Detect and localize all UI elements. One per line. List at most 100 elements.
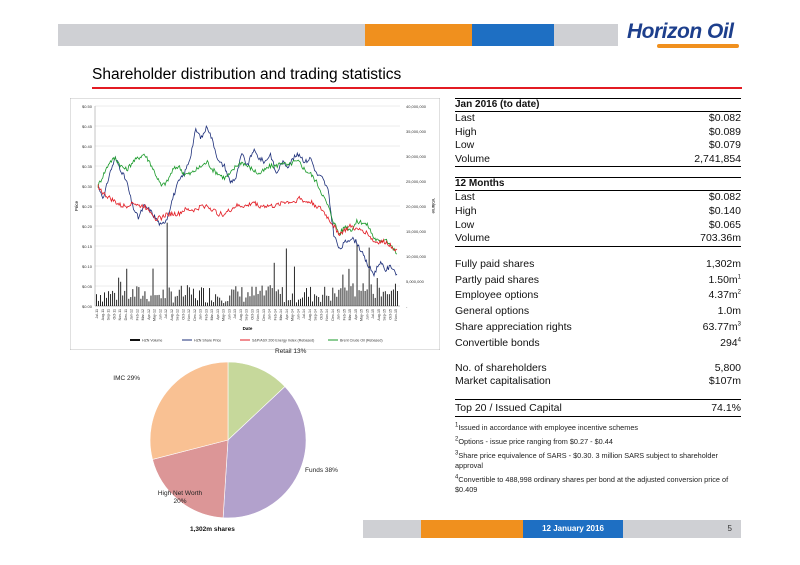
footnote-ref: 1 <box>737 274 741 281</box>
x-tick: Mar-15 <box>348 309 352 320</box>
x-tick: Jul-12 <box>164 309 168 319</box>
footer-bar-grey <box>363 520 421 538</box>
volume-bar <box>190 294 192 306</box>
volume-bar <box>215 294 217 306</box>
pie-slice <box>222 386 307 519</box>
footnote: 3Share price equivalence of SARS - $0.30… <box>455 450 741 471</box>
footnote: 4Convertible to 488,998 ordinary shares … <box>455 474 741 495</box>
x-tick: Nov-13 <box>256 309 260 321</box>
volume-bar <box>100 295 101 306</box>
capital-label: Share appreciation rights <box>455 320 572 333</box>
capital-value: 1.50m1 <box>708 273 741 289</box>
12-months-heading: 12 Months <box>455 178 505 190</box>
volume-bar <box>170 291 172 306</box>
volume-bar <box>388 294 390 306</box>
volume-bar <box>304 292 305 306</box>
volume-bar <box>344 287 346 306</box>
volume-bar <box>334 293 336 306</box>
volume-bar <box>374 297 376 306</box>
volume-bar <box>138 287 140 306</box>
volume-bar <box>376 278 378 306</box>
footnote-marker: 3 <box>455 450 459 457</box>
x-tick: Dec-11 <box>124 309 128 320</box>
volume-bar <box>285 248 287 306</box>
volume-bar <box>223 302 225 306</box>
footnote: 1Issued in accordance with employee ince… <box>455 422 741 433</box>
x-tick: Jan-14 <box>268 309 272 320</box>
volume-bar <box>370 284 372 306</box>
volume-bar <box>330 300 332 306</box>
y-left-tick: $0.50 <box>82 104 93 109</box>
volume-bar <box>291 293 293 306</box>
stat-label: High <box>455 125 477 138</box>
volume-bar <box>390 290 392 306</box>
x-tick: Nov-11 <box>118 309 122 320</box>
stat-value: 2,741,854 <box>694 152 741 165</box>
x-tick: Nov-15 <box>394 309 398 321</box>
volume-bar <box>140 298 142 306</box>
volume-bar <box>194 298 196 306</box>
volume-bar <box>324 286 326 306</box>
volume-bar <box>277 289 279 306</box>
x-tick: Feb-13 <box>204 309 208 320</box>
volume-bar <box>152 268 154 306</box>
footer-color-bar <box>363 520 741 538</box>
volume-bar <box>289 299 291 306</box>
x-tick: Feb-14 <box>273 309 277 320</box>
y-right-label: Volume <box>431 198 436 214</box>
capital-row: Convertible bonds 2944 <box>455 336 741 352</box>
series-line-brent-crude-oil-rebased- <box>97 153 398 255</box>
volume-bar <box>118 277 120 306</box>
x-tick: Aug-11 <box>101 309 105 320</box>
volume-bar <box>166 222 168 306</box>
capital-label: General options <box>455 305 530 318</box>
x-tick: Aug-12 <box>170 309 174 321</box>
y-left-tick: $0.30 <box>82 184 93 189</box>
x-tick: Apr-15 <box>354 309 358 320</box>
top20-row: Top 20 / Issued Capital 74.1% <box>455 400 741 416</box>
logo-swoosh <box>657 44 739 48</box>
volume-bar <box>259 290 261 306</box>
footnotes: 1Issued in accordance with employee ince… <box>455 422 741 495</box>
x-tick: Jul-13 <box>233 309 237 319</box>
top20-label: Top 20 / Issued Capital <box>455 401 562 414</box>
x-tick: Oct-11 <box>112 309 116 320</box>
y-right-tick: 5,000,000 <box>406 279 425 284</box>
x-tick: Jan-15 <box>337 309 341 320</box>
volume-bar <box>372 293 374 306</box>
volume-bar <box>302 297 303 306</box>
x-tick: May-14 <box>291 309 295 321</box>
volume-bar <box>114 292 116 306</box>
x-tick: Sep-14 <box>314 309 318 321</box>
volume-bar <box>178 289 180 306</box>
volume-bar <box>126 268 128 306</box>
volume-bar <box>273 262 275 306</box>
pie-label: Retail 13% <box>275 348 307 355</box>
volume-bar <box>98 300 99 306</box>
x-tick: Nov-12 <box>187 309 191 321</box>
capital-label: Partly paid shares <box>455 273 540 286</box>
pie-title: 1,302m shares <box>190 526 235 533</box>
pie-slice <box>149 361 229 460</box>
footnote-marker: 2 <box>455 436 459 443</box>
footnote-text: Issued in accordance with employee incen… <box>458 422 639 432</box>
holder-label: No. of shareholders <box>455 361 547 374</box>
x-tick: Jul-11 <box>95 309 99 319</box>
footnote-marker: 4 <box>455 474 459 481</box>
stat-row: Low $0.079 <box>455 139 741 153</box>
volume-bar <box>245 297 247 306</box>
y-left-tick: $0.45 <box>82 124 93 129</box>
rule <box>455 177 741 179</box>
volume-bar <box>342 274 344 306</box>
spacer <box>455 247 741 257</box>
x-tick: Oct-14 <box>319 309 323 320</box>
y-right-tick: 10,000,000 <box>406 254 427 259</box>
rule <box>455 190 741 192</box>
legend-label: S&P/ASX 200 Energy Index (Rebased) <box>252 339 314 343</box>
x-tick: Mar-14 <box>279 309 283 320</box>
volume-bar <box>378 287 380 306</box>
volume-bar <box>350 286 352 306</box>
pie-slice <box>227 361 286 441</box>
volume-bar <box>310 286 312 306</box>
volume-bar <box>306 288 307 306</box>
